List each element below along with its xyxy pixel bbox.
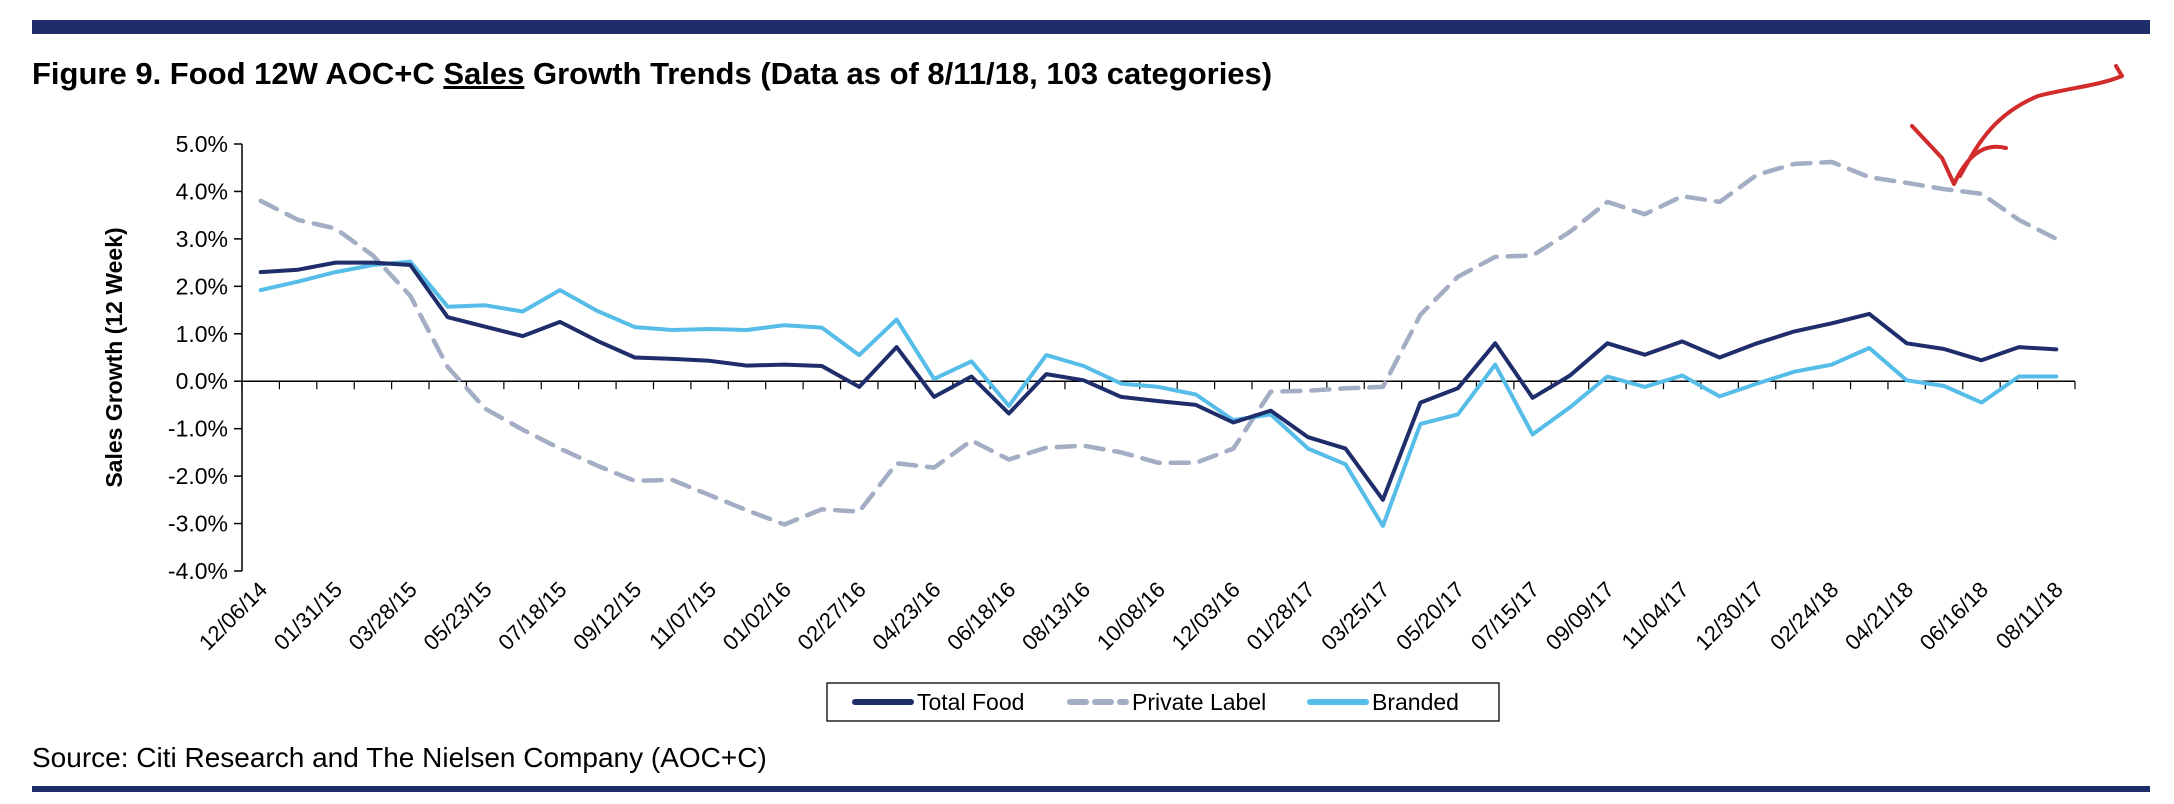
x-tick-label: 12/06/14 [194, 577, 272, 655]
x-tick-label: 05/20/17 [1391, 577, 1469, 655]
x-tick-label: 06/16/18 [1915, 577, 1993, 655]
figure-title: Figure 9. Food 12W AOC+C Sales Growth Tr… [32, 56, 1272, 92]
x-tick-label: 07/18/15 [493, 577, 571, 655]
x-tick-label: 08/13/16 [1017, 577, 1095, 655]
legend-branded-label: Branded [1372, 689, 1459, 715]
legend-total-food-label: Total Food [917, 689, 1024, 715]
x-tick-label: 04/21/18 [1840, 577, 1918, 655]
series-total-food [258, 260, 2059, 502]
x-tick-label: 03/25/17 [1316, 577, 1394, 655]
legend-box [826, 682, 1500, 722]
y-tick-label: -3.0% [168, 511, 228, 537]
x-tick-label: 01/31/15 [269, 577, 347, 655]
x-tick-label: 09/09/17 [1541, 577, 1619, 655]
series-branded [258, 259, 2059, 528]
y-tick-label: -4.0% [168, 558, 228, 584]
y-tick-label: 2.0% [176, 273, 228, 299]
x-tick-label: 09/12/15 [568, 577, 646, 655]
x-tick-label: 12/03/16 [1167, 577, 1245, 655]
source-note: Source: Citi Research and The Nielsen Co… [32, 742, 767, 773]
legend: Total Food Private Label Branded [826, 682, 1500, 722]
y-axis-label: Sales Growth (12 Week) [101, 227, 127, 487]
y-tick-label: -2.0% [168, 463, 228, 489]
x-tick-label: 12/30/17 [1690, 577, 1768, 655]
series-private-label [258, 159, 2059, 527]
x-tick-label: 11/07/15 [644, 577, 721, 654]
x-tick-label: 02/24/18 [1765, 577, 1843, 655]
handwritten-arrow-annotation [1910, 64, 2124, 186]
y-tick-label: 1.0% [176, 321, 228, 347]
title-prefix: Figure 9. Food 12W AOC+C [32, 56, 444, 91]
top-rule [32, 20, 2150, 34]
x-tick-label: 04/23/16 [867, 577, 945, 655]
x-tick-label: 06/18/16 [942, 577, 1020, 655]
y-tick-label: -1.0% [168, 416, 228, 442]
y-tick-label: 3.0% [176, 226, 228, 252]
title-underlined-word: Sales [443, 56, 525, 91]
x-tick-label: 11/04/17 [1617, 577, 1694, 654]
title-suffix: Growth Trends (Data as of 8/11/18, 103 c… [524, 56, 1273, 91]
y-tick-label: 4.0% [176, 178, 228, 204]
legend-private-label-label: Private Label [1132, 689, 1266, 715]
y-tick-label: 5.0% [176, 131, 228, 157]
x-tick-label: 03/28/15 [344, 577, 422, 655]
x-tick-label: 01/28/17 [1241, 577, 1319, 655]
x-tick-label: 08/11/18 [1991, 577, 2068, 654]
axes: 5.0% 4.0% 3.0% 2.0% 1.0% 0.0% -1.0% -2.0% -3.0% -… [101, 131, 2076, 655]
series-layer [258, 159, 2059, 528]
bottom-rule [32, 786, 2150, 792]
y-tick-label: 0.0% [176, 368, 228, 394]
x-tick-label: 01/02/16 [718, 577, 796, 655]
x-tick-label: 10/08/16 [1092, 577, 1170, 655]
x-tick-label: 02/27/16 [793, 577, 871, 655]
x-tick-label: 05/23/15 [418, 577, 496, 655]
x-tick-label: 07/15/17 [1466, 577, 1544, 655]
